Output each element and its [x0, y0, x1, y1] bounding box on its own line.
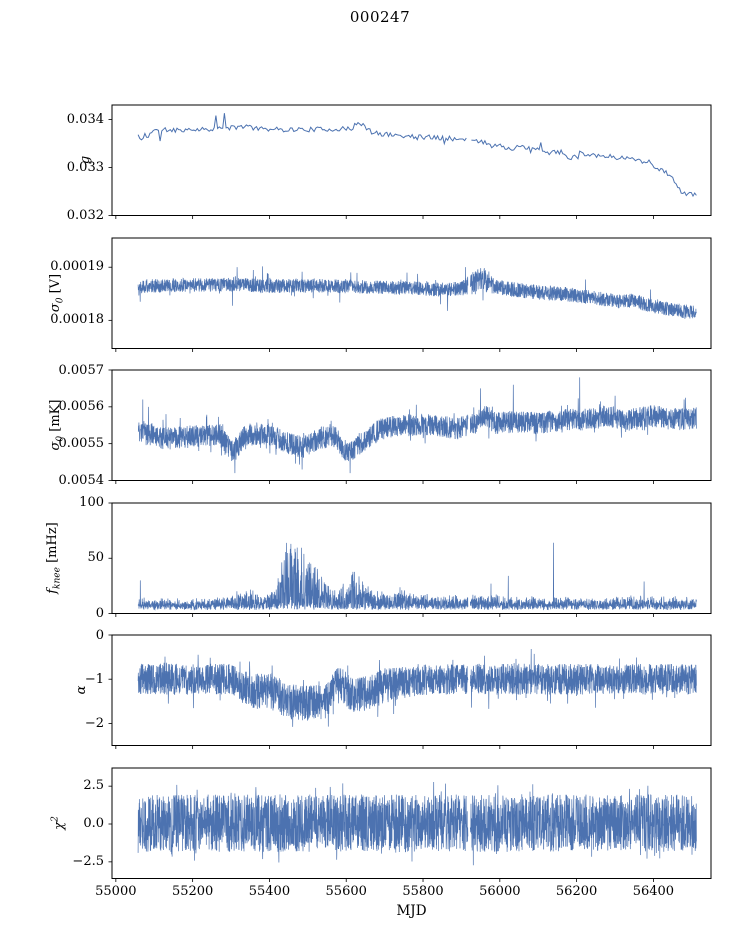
plot-area-chi2 [108, 767, 712, 882]
y-tick-label: 0.0 [83, 816, 104, 831]
y-tick-label: 0.033 [66, 159, 104, 175]
data-series-chi2 [137, 781, 697, 865]
plot-area-g [108, 104, 712, 219]
y-tick-label: 0.0054 [58, 473, 105, 488]
panel-sigma0-v [108, 237, 712, 352]
data-series-g [137, 113, 697, 198]
tick-marks [108, 785, 654, 882]
panel-fknee [108, 502, 712, 617]
x-tick-label: 55400 [248, 884, 291, 899]
y-tick-label: −2.5 [72, 853, 104, 869]
y-tick-label: 0.0055 [58, 436, 105, 452]
y-tick-label: 0.034 [66, 111, 104, 127]
figure-title: 000247 [349, 8, 411, 26]
y-tick-label: 0.032 [66, 208, 104, 223]
y-tick-label: 2.5 [83, 778, 104, 794]
y-axis-label-sigma0-v: σ0 [V] [47, 273, 66, 313]
axes-spines [111, 502, 712, 614]
y-tick-label: 0.0057 [58, 362, 105, 378]
y-tick-label: 100 [79, 495, 104, 510]
y-tick-label: 0.00019 [50, 259, 104, 275]
tick-marks [108, 634, 654, 749]
axes-spines [111, 767, 712, 879]
data-series-sigma0_V [137, 265, 697, 319]
axes-spines [111, 237, 712, 349]
y-tick-label: 0.0056 [58, 399, 105, 415]
data-series-fknee [137, 542, 697, 611]
panel-chi2 [108, 767, 712, 882]
tick-marks [108, 266, 654, 352]
x-tick-label: 56400 [632, 884, 675, 899]
x-tick-label: 56000 [479, 884, 521, 899]
tick-marks [108, 502, 654, 617]
y-axis-label-alpha: α [73, 685, 89, 695]
y-tick-label: 50 [87, 550, 104, 566]
plot-area-sigma0-v [108, 237, 712, 352]
tick-marks [108, 119, 654, 219]
x-tick-label: 56200 [555, 884, 598, 899]
x-tick-label: 55200 [171, 884, 214, 899]
data-series-sigma0_mK [137, 377, 697, 474]
plot-area-sigma0-mk [108, 369, 712, 484]
y-tick-label: 0.00018 [50, 312, 104, 328]
data-series-alpha [137, 649, 697, 727]
plot-area-fknee [108, 502, 712, 617]
axes-spines [111, 369, 712, 481]
panel-alpha [108, 634, 712, 749]
plot-area-alpha [108, 634, 712, 749]
y-tick-label: −2 [84, 715, 104, 731]
x-tick-label: 55000 [95, 884, 137, 899]
axes-spines [111, 104, 712, 216]
y-tick-label: 0 [95, 627, 104, 643]
panel-sigma0-mk [108, 369, 712, 484]
panel-g [108, 104, 712, 219]
x-tick-label: 55600 [325, 884, 367, 899]
axes-spines [111, 634, 712, 746]
y-tick-label: 0 [95, 605, 104, 621]
x-axis-label: MJD [396, 903, 427, 919]
y-tick-label: −1 [84, 671, 104, 687]
x-tick-label: 55800 [402, 884, 444, 899]
tick-marks [108, 369, 654, 484]
